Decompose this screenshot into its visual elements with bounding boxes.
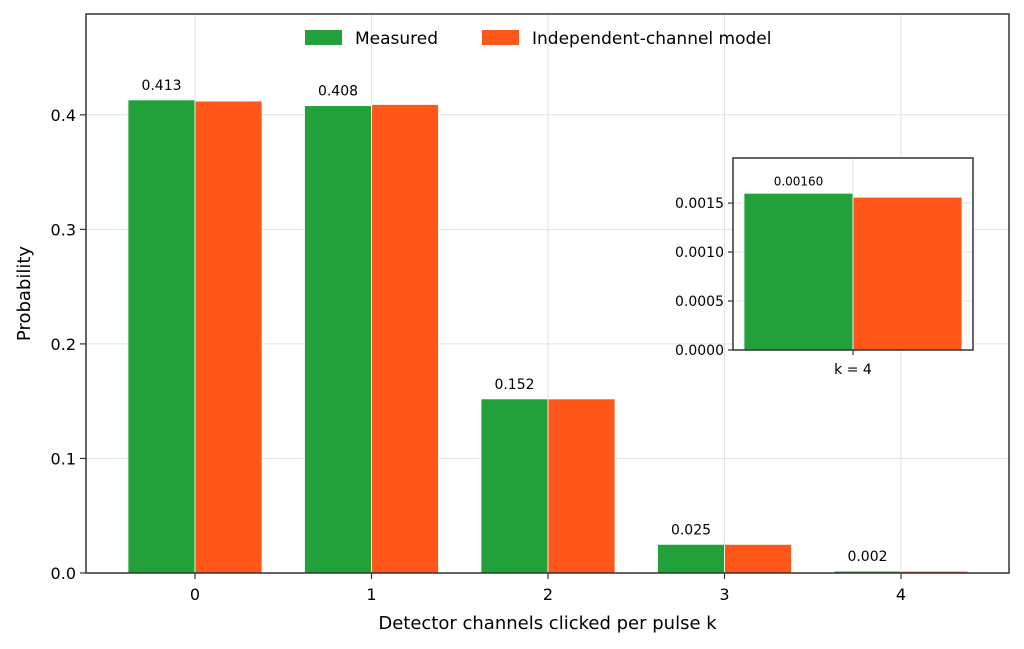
inset-data-label: 0.00160 <box>774 174 824 188</box>
inset-y-tick-label: 0.0005 <box>675 294 724 310</box>
inset-axis-ticks: 0.0000 0.0005 0.0010 0.0015 k = 4 <box>675 196 872 378</box>
y-tick-label: 0.4 <box>51 106 76 125</box>
bar-model-k1 <box>371 104 439 574</box>
x-axis-title: Detector channels clicked per pulse k <box>378 613 717 634</box>
legend-swatch-measured <box>305 30 342 45</box>
inset-data-labels: 0.00160 <box>774 174 824 188</box>
inset-bar-model <box>852 196 963 351</box>
bar-measured-k1 <box>304 105 372 574</box>
legend-swatch-model <box>482 30 519 45</box>
y-tick-label: 0.1 <box>51 449 76 468</box>
bar-model-k2 <box>547 398 616 574</box>
legend: Measured Independent-channel model <box>305 29 772 49</box>
inset-bars <box>743 192 963 351</box>
y-axis-title: Probability <box>14 246 35 341</box>
data-label-k3: 0.025 <box>671 522 711 538</box>
bar-model-k0 <box>194 100 263 574</box>
inset-chart: 0.00160 0.0000 0.0005 0.0010 0.0015 k = 4 <box>675 157 974 378</box>
main-data-labels: 0.413 0.408 0.152 0.025 0.002 <box>141 78 887 565</box>
y-tick-label: 0.0 <box>51 564 76 583</box>
inset-x-tick-label: k = 4 <box>834 362 872 378</box>
data-label-k4: 0.002 <box>847 549 887 565</box>
inset-bar-measured <box>743 192 854 351</box>
bar-measured-k0 <box>127 99 196 574</box>
legend-label-measured: Measured <box>355 29 438 49</box>
data-label-k0: 0.413 <box>141 78 181 94</box>
y-tick-label: 0.2 <box>51 335 76 354</box>
y-tick-label: 0.3 <box>51 220 76 239</box>
bar-model-k3 <box>724 543 792 574</box>
main-axis-ticks: 0.0 0.1 0.2 0.3 0.4 0 1 2 3 4 <box>51 106 907 604</box>
x-tick-label: 0 <box>190 585 200 604</box>
x-tick-label: 4 <box>896 585 906 604</box>
bar-measured-k3 <box>657 543 725 574</box>
inset-y-tick-label: 0.0010 <box>675 245 724 261</box>
data-label-k2: 0.152 <box>494 377 534 393</box>
x-tick-label: 1 <box>366 585 376 604</box>
bar-measured-k2 <box>480 398 549 574</box>
x-tick-label: 3 <box>719 585 729 604</box>
x-tick-label: 2 <box>543 585 553 604</box>
inset-y-tick-label: 0.0015 <box>675 196 724 212</box>
legend-label-model: Independent-channel model <box>532 29 772 49</box>
data-label-k1: 0.408 <box>318 84 358 100</box>
inset-y-tick-label: 0.0000 <box>675 343 724 359</box>
